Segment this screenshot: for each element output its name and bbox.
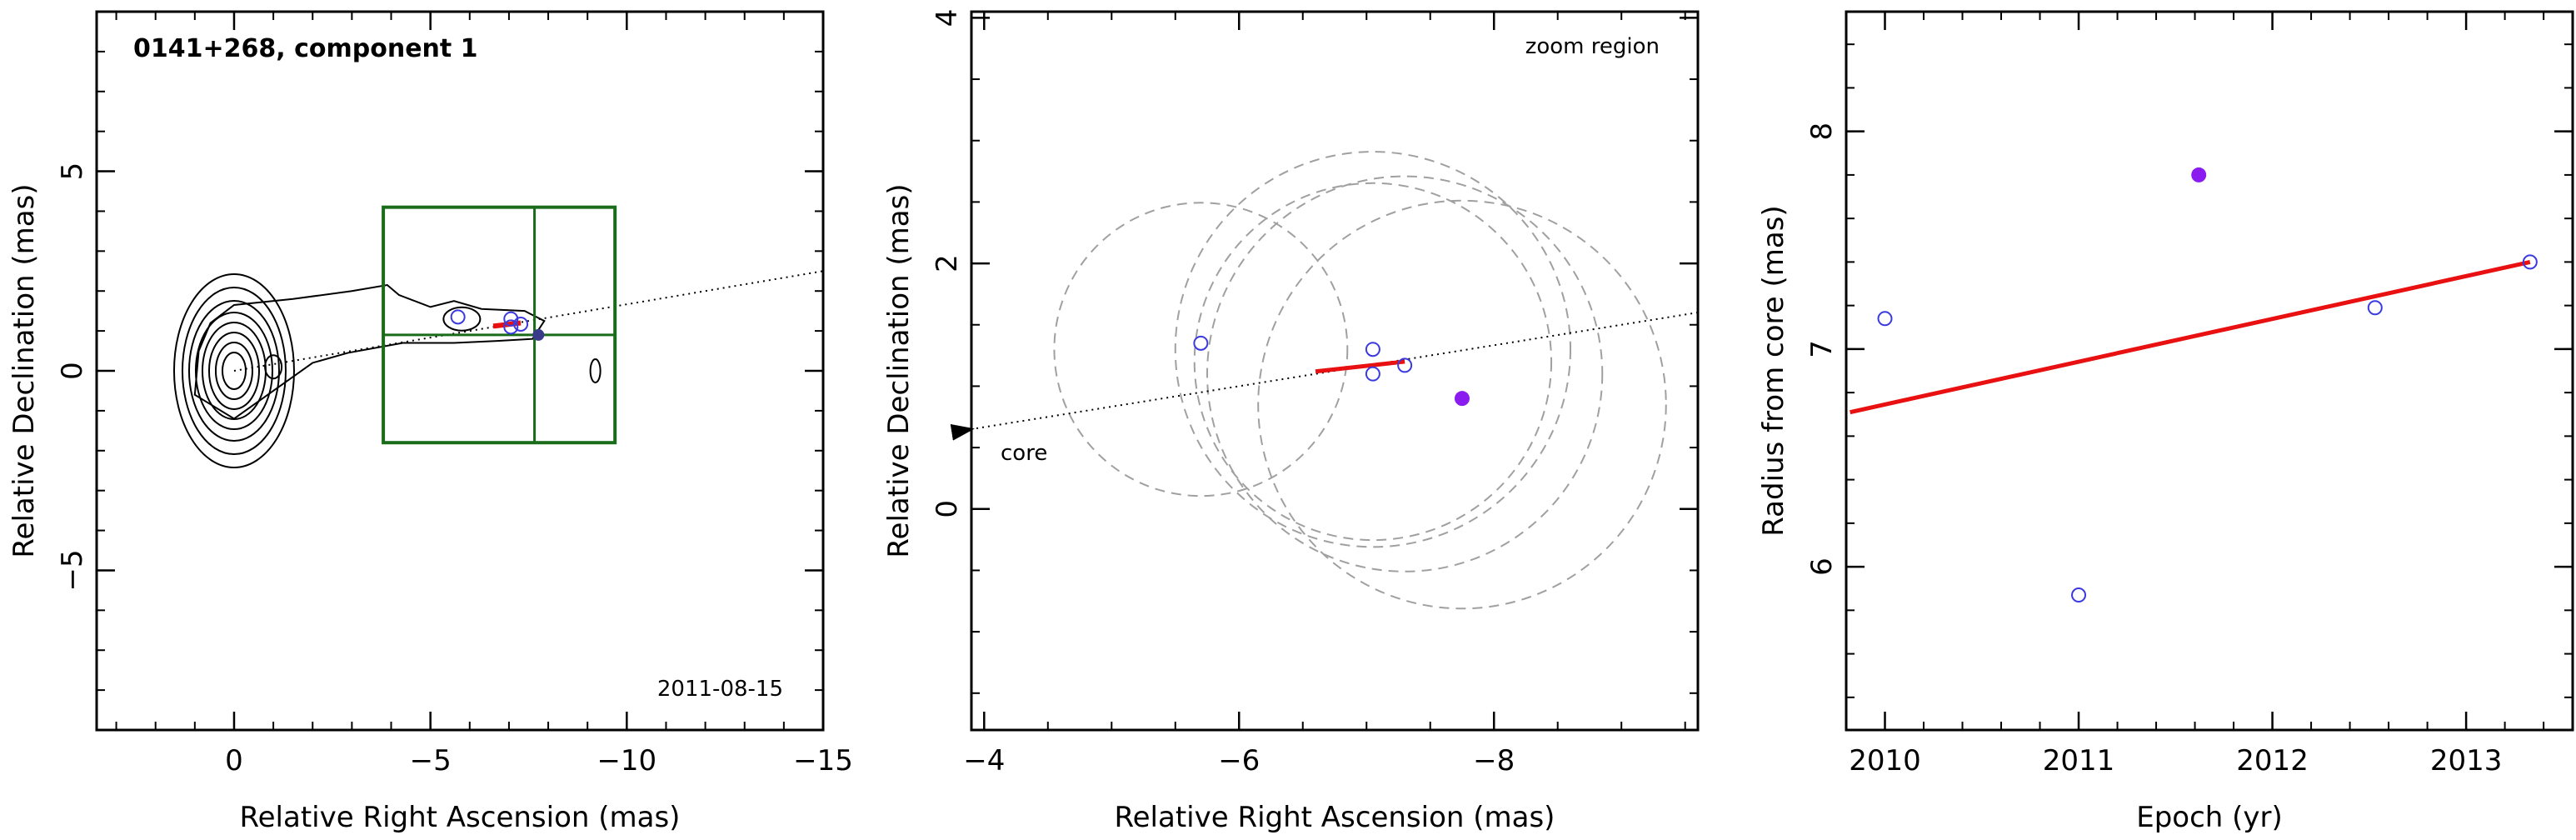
panel-1-y-tick-label: 5 — [56, 162, 89, 181]
panel-2-frame — [970, 10, 1700, 732]
panel-3-y-tick-label: 7 — [1805, 340, 1839, 358]
panel-3-x-tick-label: 2011 — [2043, 744, 2115, 778]
core-contour — [221, 352, 247, 390]
source-title: 0141+268, component 1 — [133, 34, 478, 63]
panel-2-y-axis-title: Relative Declination (mas) — [882, 183, 916, 558]
panel-3-x-axis-title: Epoch (yr) — [2136, 801, 2283, 834]
panel-3-y-tick-label: 8 — [1805, 122, 1839, 141]
core-label: core — [1001, 441, 1047, 466]
panel-3-y-axis-title: Radius from core (mas) — [1757, 205, 1790, 536]
core-contour — [194, 312, 273, 430]
panel-1-x-tick-label: −5 — [410, 744, 452, 778]
component-position — [1365, 342, 1380, 358]
panel-3-x-tick-label: 2013 — [2430, 744, 2503, 778]
panel-2-ticks: −4 −6 −8 0 2 4 — [931, 9, 1698, 778]
core-contour — [207, 332, 260, 410]
panel-1-x-tick-label: 0 — [225, 744, 243, 778]
core-contour — [172, 273, 295, 468]
panel-1-y-tick-label: 0 — [56, 362, 89, 380]
panel-1-overlay — [233, 205, 824, 445]
core-contour — [214, 342, 253, 400]
core-contour — [187, 300, 280, 442]
beam-circle — [1206, 175, 1604, 572]
radius-measurement — [2367, 300, 2383, 316]
beam-circles — [1053, 151, 1667, 610]
knot-contour — [589, 358, 602, 383]
beam-circle — [1193, 182, 1553, 542]
panel-1-y-axis-title: Relative Declination (mas) — [7, 183, 41, 558]
panel-1-x-tick-label: −15 — [793, 744, 853, 778]
radius-measurement — [1877, 311, 1893, 327]
panel-2-y-tick-label: 2 — [931, 254, 964, 272]
radius-measurement — [2522, 254, 2538, 270]
current-epoch-radius — [2191, 167, 2207, 182]
core-contour — [181, 287, 287, 455]
zoom-box — [382, 205, 617, 445]
beam-circle — [1174, 151, 1572, 548]
panel-2-zoom: −4 −6 −8 0 2 4 zoom region core Relative Righ… — [882, 9, 1700, 834]
panel-1-contour-map: 0 −5 −10 −15 −5 0 5 0141+268, component 1 2011… — [7, 10, 853, 834]
panel-2-x-tick-label: −4 — [963, 744, 1005, 778]
component-position — [450, 309, 466, 325]
knot-contour — [442, 306, 482, 332]
radio-contours — [172, 273, 602, 468]
current-epoch-position — [1454, 391, 1470, 407]
trend-line — [1315, 359, 1405, 374]
panel-2-x-axis-title: Relative Right Ascension (mas) — [1115, 801, 1555, 834]
panel-3-x-tick-label: 2012 — [2236, 744, 2309, 778]
zoom-region-label: zoom region — [1525, 34, 1660, 59]
current-epoch-position — [532, 328, 545, 341]
panel-2-y-tick-label: 4 — [931, 9, 964, 28]
component-position — [1365, 366, 1380, 382]
panel-3-x-tick-label: 2010 — [1849, 744, 1921, 778]
panel-2-y-tick-label: 0 — [931, 500, 964, 518]
beam-circle — [1053, 202, 1349, 498]
panel-1-x-axis-title: Relative Right Ascension (mas) — [240, 801, 681, 834]
component-position — [1397, 358, 1413, 373]
panel-2-overlay — [950, 312, 1699, 441]
panel-3-ticks: 2010 2011 2012 2013 6 7 8 — [1805, 12, 2573, 778]
panel-2-x-tick-label: −6 — [1218, 744, 1260, 778]
panel-3-frame — [1845, 10, 2574, 732]
observation-date: 2011-08-15 — [657, 677, 783, 702]
component-position — [1193, 335, 1209, 351]
panel-1-frame — [95, 10, 825, 732]
panel-1-y-tick-label: −5 — [56, 549, 89, 591]
panel-1-ticks: 0 −5 −10 −15 −5 0 5 — [56, 11, 853, 778]
radius-fit-line — [1850, 259, 2531, 415]
knot-contour — [264, 354, 283, 380]
panel-3-overlay — [1850, 167, 2538, 603]
direction-line — [233, 270, 824, 372]
panel-3-y-tick-label: 6 — [1805, 558, 1839, 576]
component-position — [503, 319, 519, 335]
panel-3-radius-vs-epoch: 2010 2011 2012 2013 6 7 8 Epoch (yr) Radius fr… — [1757, 10, 2574, 834]
radius-measurement — [2071, 588, 2087, 603]
component-position — [513, 316, 529, 332]
panel-1-x-tick-label: −10 — [597, 744, 656, 778]
beam-circle — [1257, 199, 1667, 610]
panel-2-x-tick-label: −8 — [1473, 744, 1515, 778]
